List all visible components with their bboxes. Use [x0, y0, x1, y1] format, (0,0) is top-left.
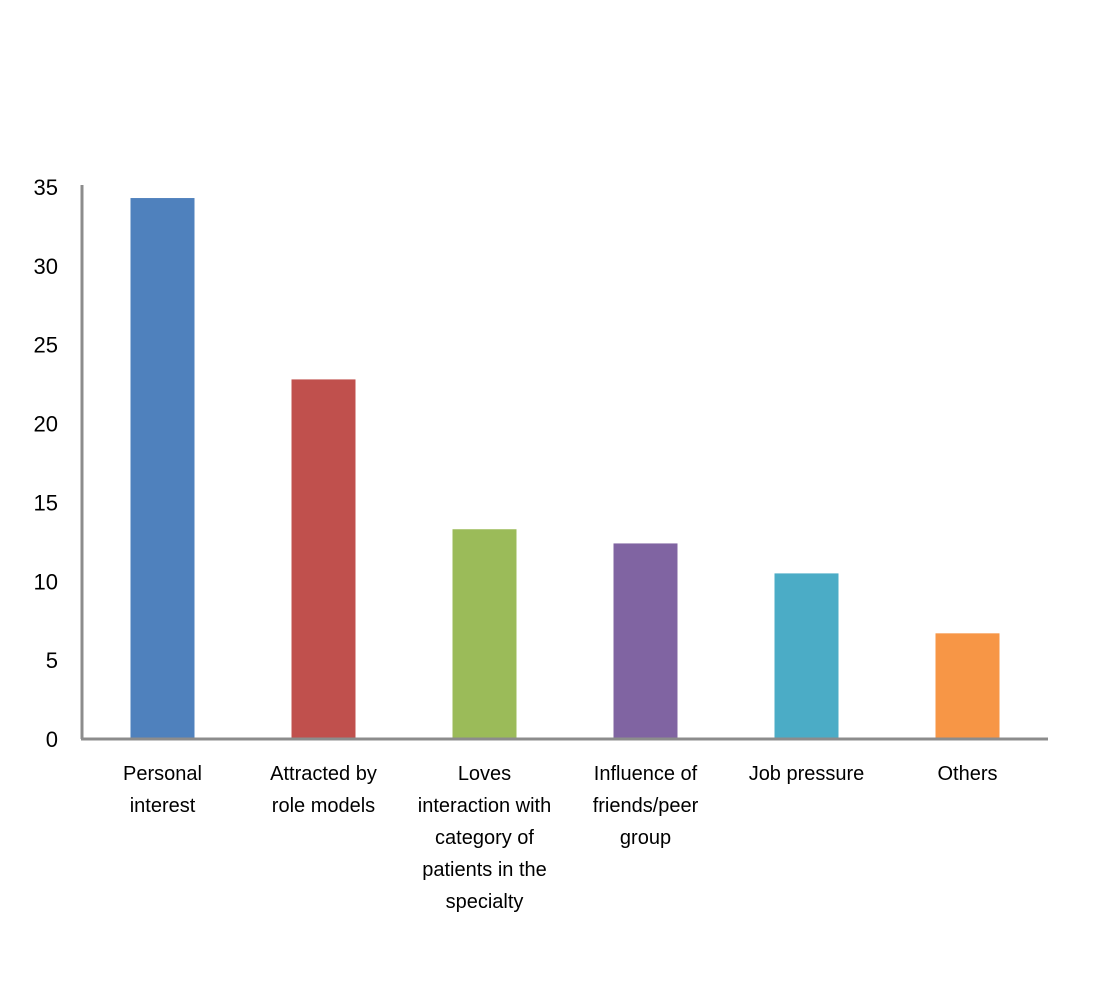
- y-tick-label: 15: [34, 490, 58, 515]
- x-tick-label: Loves interaction with category of patients…: [418, 763, 551, 913]
- y-tick-label: 20: [34, 412, 58, 437]
- x-tick-label: Attracted by role models: [270, 763, 377, 817]
- bar: [613, 543, 678, 739]
- bar: [935, 633, 1000, 739]
- x-tick-label: Others: [937, 763, 997, 785]
- y-tick-label: 0: [46, 727, 58, 752]
- bar: [774, 573, 839, 739]
- x-axis-labels: Personal interest Attracted by role models L…: [123, 763, 997, 913]
- bar: [291, 379, 356, 739]
- y-tick-label: 30: [34, 254, 58, 279]
- y-axis-ticks: 0 5 10 15 20 25 30 35: [34, 175, 58, 752]
- y-tick-label: 10: [34, 569, 58, 594]
- x-tick-label: Job pressure: [749, 763, 865, 785]
- bar: [130, 198, 195, 740]
- y-tick-label: 35: [34, 175, 58, 200]
- y-tick-label: 5: [46, 648, 58, 673]
- x-tick-label: Influence of friends/peer group: [593, 763, 699, 849]
- bars: [130, 198, 1000, 740]
- x-tick-label: Personal interest: [123, 763, 202, 817]
- bar: [452, 529, 517, 739]
- y-tick-label: 25: [34, 333, 58, 358]
